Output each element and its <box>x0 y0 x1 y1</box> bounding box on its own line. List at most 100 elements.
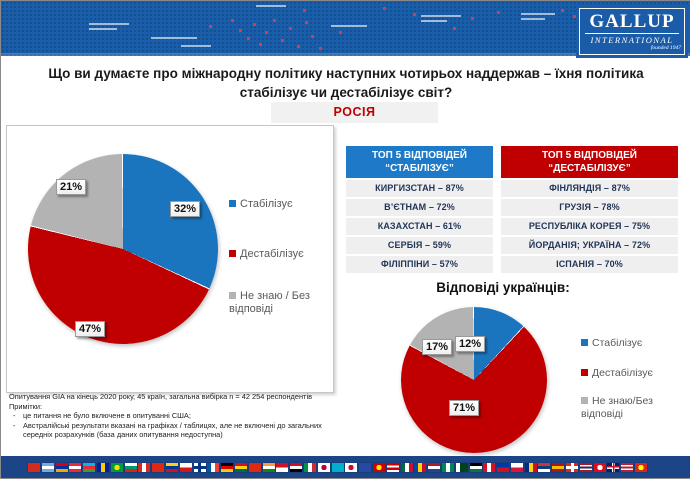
pie-label-blue: 12% <box>455 336 486 352</box>
country-flag-icon <box>55 462 68 472</box>
legend-label: Стабілізує <box>592 337 643 349</box>
legend-swatch-blue <box>581 339 588 346</box>
country-flag-icon <box>635 462 648 472</box>
country-flag-icon <box>441 462 454 472</box>
pie-label-grey: 21% <box>56 179 87 195</box>
legend-swatch-red <box>581 369 588 376</box>
gallup-logo: GALLUP INTERNATIONAL founded 1947 <box>576 5 688 58</box>
bullet-dash: - <box>13 411 16 421</box>
country-flag-icon <box>110 462 123 472</box>
map-marker-icon <box>247 37 250 40</box>
table-row: ЙОРДАНІЯ; УКРАЇНА – 72% <box>501 237 678 254</box>
map-marker-icon <box>471 17 474 20</box>
country-flag-icon <box>193 462 206 472</box>
legend-label: Не знаю / Без відповіді <box>229 290 310 315</box>
country-flag-icon <box>96 462 109 472</box>
country-flag-icon <box>566 462 579 472</box>
map-text-decoration <box>421 20 447 22</box>
legend-swatch-grey <box>229 292 236 299</box>
country-flag-icon <box>428 462 441 472</box>
map-text-decoration <box>521 18 545 20</box>
country-flag-icon <box>331 462 344 472</box>
map-marker-icon <box>311 35 314 38</box>
legend-item-dontknow: Не знаю / Без відповіді <box>229 290 327 316</box>
map-text-decoration <box>256 5 286 7</box>
map-marker-icon <box>231 19 234 22</box>
legend-item-destabilize: Дестабілізує <box>229 248 304 261</box>
legend-item-stabilize: Стабілізує <box>229 198 293 211</box>
map-marker-icon <box>303 9 306 12</box>
map-marker-icon <box>339 31 342 34</box>
map-marker-icon <box>281 39 284 42</box>
country-flag-icon <box>207 462 220 472</box>
top5-stabilize-header: ТОП 5 ВІДПОВІДЕЙ “СТАБІЛІЗУЄ” <box>346 146 493 178</box>
map-text-decoration <box>521 13 555 15</box>
country-flag-icon <box>248 462 261 472</box>
map-marker-icon <box>265 31 268 34</box>
country-flag-icon <box>345 462 358 472</box>
country-flag-icon <box>593 462 606 472</box>
country-flag-icon <box>607 462 620 472</box>
gallup-logo-name: GALLUP <box>589 11 675 32</box>
footnote-bullet-1: - це питання не було включене в опитуванн… <box>9 411 349 421</box>
table-row: ФІНЛЯНДІЯ – 87% <box>501 180 678 197</box>
map-text-decoration <box>421 15 461 17</box>
map-marker-icon <box>383 7 386 10</box>
pie-label-red: 47% <box>75 321 106 337</box>
country-flag-icon <box>386 462 399 472</box>
legend-swatch-grey <box>581 397 588 404</box>
map-marker-icon <box>497 11 500 14</box>
map-text-decoration <box>89 23 129 25</box>
country-flag-icon <box>621 462 634 472</box>
map-marker-icon <box>289 27 292 30</box>
top5-destabilize-header: ТОП 5 ВІДПОВІДЕЙ “ДЕСТАБІЛІЗУЄ” <box>501 146 678 178</box>
gallup-logo-subtitle: INTERNATIONAL <box>590 35 674 45</box>
country-flag-icon <box>497 462 510 472</box>
pie-label-grey: 17% <box>422 339 453 355</box>
table-row: ФІЛІППІНИ – 57% <box>346 256 493 273</box>
table-row: ГРУЗІЯ – 78% <box>501 199 678 216</box>
country-badge: РОСІЯ <box>271 102 438 123</box>
map-marker-icon <box>319 47 322 50</box>
map-text-decoration <box>181 45 211 47</box>
legend-label: Не знаю/Без відповіді <box>581 395 653 420</box>
legend-swatch-blue <box>229 200 236 207</box>
bullet-dash: - <box>13 420 16 430</box>
country-flag-icon <box>234 462 247 472</box>
pie-label-blue: 32% <box>170 201 201 217</box>
country-flag-icon <box>138 462 151 472</box>
country-flag-icon <box>165 462 178 472</box>
map-marker-icon <box>561 9 564 12</box>
map-marker-icon <box>305 21 308 24</box>
map-marker-icon <box>253 23 256 26</box>
country-flag-icon <box>552 462 565 472</box>
map-marker-icon <box>413 13 416 16</box>
legend-swatch-red <box>229 250 236 257</box>
country-flag-icon <box>579 462 592 472</box>
table-row: В’ЄТНАМ – 72% <box>346 199 493 216</box>
table-row: ІСПАНІЯ – 70% <box>501 256 678 273</box>
country-flag-icon <box>303 462 316 472</box>
country-flag-icon <box>69 462 82 472</box>
country-flag-icon <box>455 462 468 472</box>
legend-item-stabilize: Стабілізує <box>581 337 642 350</box>
legend-label: Дестабілізує <box>592 367 653 379</box>
question-title-line1: Що ви думаєте про міжнародну політику на… <box>48 66 644 81</box>
gallup-logo-divider <box>585 33 679 34</box>
country-flag-icon <box>83 462 96 472</box>
country-flag-icon <box>276 462 289 472</box>
map-marker-icon <box>297 45 300 48</box>
question-title: Що ви думаєте про міжнародну політику на… <box>9 64 683 102</box>
legend-item-dontknow: Не знаю/Без відповіді <box>581 395 671 421</box>
map-marker-icon <box>453 27 456 30</box>
country-flag-icon <box>221 462 234 472</box>
footnote-bullet-2: - Австралійські результати вказані на гра… <box>9 421 349 440</box>
map-marker-icon <box>259 43 262 46</box>
gallup-logo-founded: founded 1947 <box>650 45 681 51</box>
country-flag-icon <box>317 462 330 472</box>
ukraine-section-title: Відповіді українців: <box>436 280 570 295</box>
map-marker-icon <box>273 19 276 22</box>
gallup-logo-frame: GALLUP INTERNATIONAL founded 1947 <box>579 8 685 55</box>
pie-label-red: 71% <box>449 400 480 416</box>
